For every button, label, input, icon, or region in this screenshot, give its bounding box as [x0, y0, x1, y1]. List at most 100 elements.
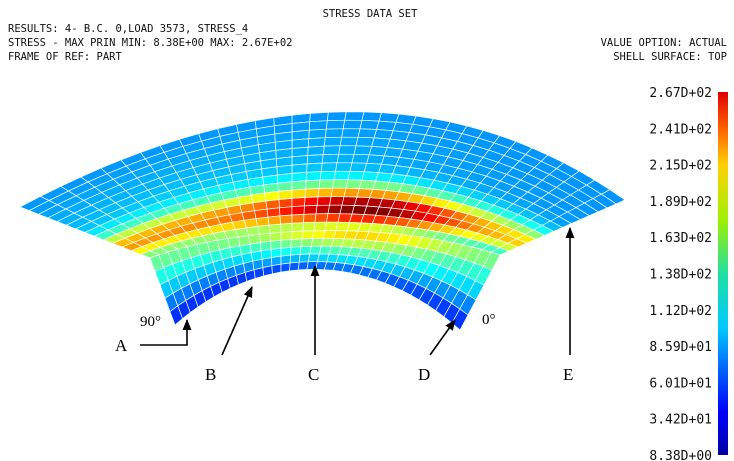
mesh-cell [326, 120, 344, 129]
mesh-cell [352, 154, 369, 163]
header-line: FRAME OF REF: PART [8, 51, 122, 63]
mesh-cell [340, 137, 358, 146]
mesh-cell [292, 172, 307, 181]
mesh-cell [322, 154, 339, 163]
mesh-cell [350, 163, 367, 172]
mesh-cell [327, 112, 346, 121]
screenshot: STRESS DATA SET RESULTS: 4- B.C. 0,LOAD … [0, 0, 734, 461]
legend: 2.67D+02 2.41D+02 2.15D+02 1.89D+02 1.63D+02… [649, 86, 712, 461]
mesh-cell [307, 163, 323, 172]
mesh-cell [310, 112, 329, 122]
mesh-cell [342, 129, 360, 138]
mesh-cell [323, 146, 340, 155]
legend-label: 6.01D+01 [649, 376, 712, 391]
mesh-cell [281, 247, 291, 256]
legend-label: 1.63D+02 [649, 231, 712, 246]
mesh-cell [303, 222, 315, 231]
mesh-cell [309, 129, 327, 138]
mesh-cell [337, 154, 354, 163]
mesh-cell [304, 205, 317, 214]
header-line: RESULTS: 4- B.C. 0,LOAD 3573, STRESS_4 [8, 23, 248, 35]
callout-label: E [563, 365, 573, 384]
mesh [20, 112, 625, 330]
mesh-cell [263, 266, 273, 276]
legend-label: 8.59D+01 [649, 340, 712, 355]
mesh-cell [278, 190, 292, 200]
legend-label: 2.41D+02 [649, 122, 712, 137]
mesh-cell [354, 146, 372, 155]
mesh-cell [269, 224, 281, 233]
mesh-cell [333, 180, 348, 189]
mesh-cell [270, 232, 281, 241]
callout-label: C [308, 365, 319, 384]
mesh-cell [292, 198, 305, 207]
mesh-cell [280, 215, 292, 224]
mesh-cell [302, 231, 314, 239]
mesh-cell [307, 155, 323, 164]
mesh-cell [306, 180, 321, 189]
mesh-cell [271, 240, 281, 249]
legend-label: 1.89D+02 [649, 195, 712, 210]
mesh-cell [356, 137, 374, 146]
header-line: STRESS - MAX PRIN MIN: 8.38E+00 MAX: 2.6… [8, 37, 292, 49]
mesh-cell [292, 181, 306, 190]
mesh-cell [321, 163, 337, 172]
mesh-cell [292, 156, 308, 166]
mesh-cell [258, 225, 271, 234]
header-right: SHELL SURFACE: TOP [613, 51, 727, 63]
mesh-cell [315, 214, 328, 223]
mesh-cell [291, 247, 302, 256]
mesh-cell [316, 205, 330, 214]
mesh-cell [267, 208, 280, 217]
callout-label: B [205, 365, 216, 384]
mesh-cell [308, 138, 325, 147]
callout-label: D [418, 365, 430, 384]
legend-label: 3.42D+01 [649, 413, 712, 428]
mesh-cell [358, 129, 377, 138]
mesh-cell [247, 226, 260, 235]
color-bar [718, 92, 728, 455]
mesh-cell [280, 207, 293, 216]
mesh-cell [324, 137, 341, 146]
mesh-cell [334, 171, 350, 180]
mesh-cell [292, 214, 304, 223]
mesh-cell [292, 164, 307, 174]
callout-arrow [430, 320, 455, 355]
mesh-cell [256, 217, 269, 226]
mesh-cell [290, 262, 300, 271]
legend-label: 1.38D+02 [649, 268, 712, 283]
mesh-cell [336, 163, 352, 172]
mesh-cell [317, 197, 331, 206]
mesh-cell [292, 223, 304, 232]
legend-label: 2.15D+02 [649, 159, 712, 174]
mesh-cell [301, 239, 313, 247]
mesh-cell [281, 263, 290, 272]
callout-arrow [222, 287, 252, 355]
mesh-cell [325, 129, 343, 138]
mesh-cell [305, 197, 319, 206]
mesh-cell [268, 216, 281, 225]
mesh-cell [272, 264, 281, 274]
mesh-cell [304, 214, 317, 223]
mesh-cell [281, 232, 292, 241]
mesh-cell [379, 113, 399, 123]
mesh-cell [254, 268, 264, 279]
mesh-cell [308, 146, 325, 155]
angle-label: 0° [482, 312, 496, 328]
mesh-cell [345, 112, 364, 121]
mesh-cell [292, 231, 304, 239]
mesh-cell [318, 188, 333, 197]
mesh-cell [331, 188, 346, 197]
mesh-cell [339, 146, 356, 155]
mesh-cell [360, 120, 379, 129]
header-right: VALUE OPTION: ACTUAL [601, 37, 727, 49]
mesh-cell [309, 121, 327, 131]
legend-label: 8.38D+00 [649, 449, 712, 461]
title: STRESS DATA SET [323, 8, 419, 20]
mesh-cell [362, 112, 382, 121]
mesh-cell [306, 172, 321, 181]
mesh-cell [377, 121, 396, 131]
legend-label: 2.67D+02 [649, 86, 712, 101]
mesh-cell [343, 120, 362, 129]
mesh-cell [291, 239, 302, 247]
